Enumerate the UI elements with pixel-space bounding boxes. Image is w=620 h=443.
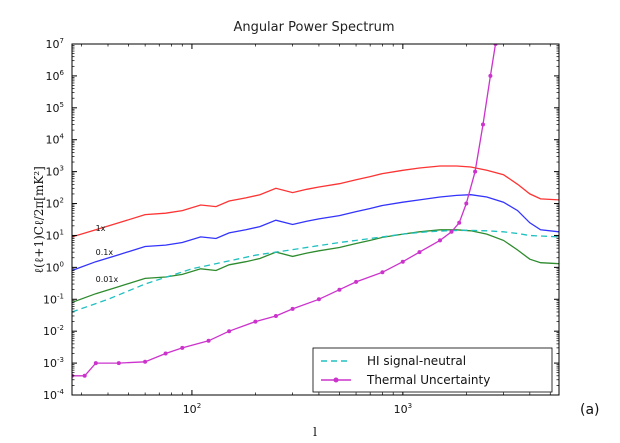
- annotation-layer: 1x 0.1x 0.01x: [96, 224, 119, 284]
- series-marker: [163, 351, 168, 356]
- legend-box: [312, 347, 553, 393]
- series-marker: [473, 169, 478, 174]
- series-marker: [227, 329, 232, 334]
- series-marker: [316, 297, 321, 302]
- legend-entry-thermal: Thermal Uncertainty: [366, 373, 490, 387]
- panel-label: (a): [580, 402, 600, 418]
- x-tick-label: 102: [183, 402, 201, 416]
- series-layer: [72, 44, 559, 378]
- series-line-3: [72, 229, 559, 313]
- y-tick-label: 100: [46, 260, 64, 274]
- series-marker: [273, 314, 278, 318]
- y-axis-label: ℓ(ℓ+1)Cℓ/2π[mK²]: [32, 166, 46, 274]
- x-tick-label: 103: [394, 402, 412, 416]
- series-marker: [438, 238, 442, 243]
- y-tick-label: 107: [46, 37, 64, 51]
- series-marker: [449, 229, 454, 234]
- series-line-4: [72, 44, 497, 377]
- series-marker: [206, 338, 211, 343]
- curve-annotation: 0.1x: [96, 248, 114, 257]
- series-marker: [180, 345, 185, 350]
- x-axis-label: l: [313, 425, 317, 439]
- series-marker: [380, 270, 385, 275]
- plot-frame: [71, 43, 560, 396]
- y-tick-label: 105: [46, 101, 64, 115]
- curve-annotation: 0.01x: [96, 275, 119, 284]
- curve-annotation: 1x: [96, 224, 106, 233]
- series-marker: [417, 250, 422, 255]
- series-line-1: [72, 194, 559, 272]
- series-marker: [82, 373, 87, 378]
- series-marker: [337, 287, 342, 292]
- series-marker: [354, 279, 359, 284]
- series-marker: [93, 361, 98, 366]
- series-line-0: [72, 165, 559, 238]
- series-marker: [464, 201, 469, 206]
- legend-marker-thermal: [333, 377, 339, 383]
- series-marker: [253, 319, 258, 324]
- y-tick-label: 101: [46, 228, 64, 242]
- legend: HI signal-neutral Thermal Uncertainty: [312, 347, 553, 393]
- chart-title: Angular Power Spectrum: [233, 20, 394, 35]
- series-marker: [143, 359, 148, 364]
- series-marker: [290, 306, 295, 311]
- series-marker: [457, 220, 462, 225]
- y-tick-label: 102: [46, 197, 64, 211]
- series-marker: [400, 259, 405, 264]
- series-line-2: [72, 229, 559, 304]
- series-marker: [481, 122, 485, 127]
- series-marker: [116, 361, 121, 366]
- y-tick-label: 103: [46, 165, 64, 179]
- legend-entry-hi-signal: HI signal-neutral: [367, 354, 466, 368]
- series-marker: [488, 73, 493, 78]
